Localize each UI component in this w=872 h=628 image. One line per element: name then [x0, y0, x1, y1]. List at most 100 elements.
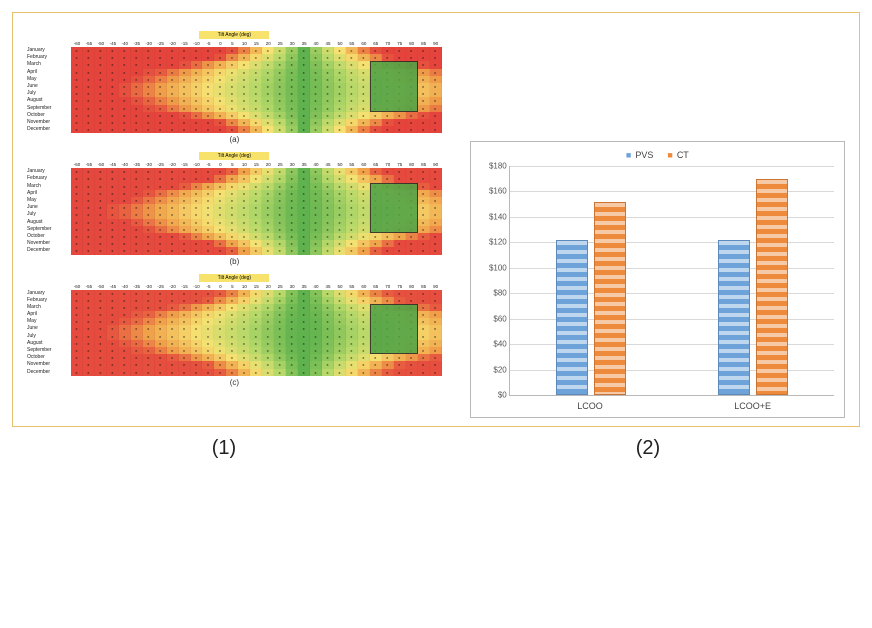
heatmap-cell: x	[418, 97, 430, 104]
heatmap-cell: x	[334, 76, 346, 83]
heatmap-cell: x	[226, 119, 238, 126]
heatmap-cell: x	[322, 361, 334, 368]
heatmap-cell: x	[179, 347, 191, 354]
heatmap-cell: x	[274, 197, 286, 204]
heatmap-cell: x	[430, 297, 442, 304]
heatmap-cell: x	[238, 240, 250, 247]
heatmap-cell: x	[394, 197, 406, 204]
heatmap-cell: x	[226, 369, 238, 376]
heatmap-cell: x	[358, 247, 370, 254]
heatmap-cell: x	[202, 190, 214, 197]
heatmap-cell: x	[298, 325, 310, 332]
heatmap-cell: x	[119, 54, 131, 61]
heatmap-cell: x	[346, 247, 358, 254]
heatmap-cell: x	[406, 219, 418, 226]
heatmap-cell: x	[358, 76, 370, 83]
heatmap-cell: x	[107, 340, 119, 347]
heatmap-cell: x	[382, 83, 394, 90]
heatmap-cell: x	[382, 340, 394, 347]
heatmap-cell: x	[382, 333, 394, 340]
heatmap-col-header: 90	[430, 161, 442, 168]
figure-label-row: (1) (2)	[12, 437, 860, 460]
heatmap-cell: x	[71, 105, 83, 112]
heatmap-cell: x	[418, 61, 430, 68]
heatmap-cell: x	[370, 90, 382, 97]
heatmap-col-header: -25	[155, 161, 167, 168]
heatmap-cell: x	[418, 83, 430, 90]
heatmap-cell: x	[346, 90, 358, 97]
heatmap-cell: x	[406, 112, 418, 119]
heatmap-cell: x	[95, 197, 107, 204]
heatmap-row: Augustxxxxxxxxxxxxxxxxxxxxxxxxxxxxxxx	[27, 340, 442, 347]
heatmap-cell: x	[322, 369, 334, 376]
heatmap-cell: x	[202, 105, 214, 112]
heatmap-cell: x	[107, 83, 119, 90]
heatmap-cell: x	[334, 340, 346, 347]
heatmap-col-header: -40	[119, 40, 131, 47]
heatmap-cell: x	[167, 183, 179, 190]
heatmap-cell: x	[430, 175, 442, 182]
heatmap-cell: x	[179, 340, 191, 347]
heatmap-cell: x	[334, 112, 346, 119]
heatmap-cell: x	[310, 333, 322, 340]
heatmap-cell: x	[298, 190, 310, 197]
heatmap-cell: x	[179, 105, 191, 112]
heatmap-cell: x	[406, 183, 418, 190]
heatmap-cell: x	[298, 175, 310, 182]
heatmap-row-label: December	[27, 369, 71, 376]
heatmap-cell: x	[83, 240, 95, 247]
heatmap-col-header: -50	[95, 161, 107, 168]
heatmap-cell: x	[322, 297, 334, 304]
heatmap-cell: x	[358, 69, 370, 76]
heatmap-header-row: -60-55-50-45-40-35-30-25-20-15-10-505101…	[27, 40, 442, 47]
heatmap-cell: x	[202, 361, 214, 368]
heatmap-cell: x	[131, 297, 143, 304]
heatmap-cell: x	[322, 290, 334, 297]
heatmap-cell: x	[155, 61, 167, 68]
heatmap-cell: x	[334, 297, 346, 304]
heatmap-cell: x	[310, 175, 322, 182]
heatmap-cell: x	[95, 347, 107, 354]
heatmap-cell: x	[214, 105, 226, 112]
heatmap-cell: x	[346, 325, 358, 332]
heatmap-col-header: -20	[167, 283, 179, 290]
heatmap-cell: x	[191, 290, 203, 297]
heatmap-cell: x	[394, 311, 406, 318]
heatmap-cell: x	[214, 119, 226, 126]
heatmap-cell: x	[334, 347, 346, 354]
heatmap-col-header: 25	[274, 283, 286, 290]
heatmap-cell: x	[322, 76, 334, 83]
heatmap-col-header: 85	[418, 40, 430, 47]
heatmap-cell: x	[107, 347, 119, 354]
heatmap-cell: x	[167, 347, 179, 354]
heatmap-cell: x	[322, 112, 334, 119]
heatmap-header-row: -60-55-50-45-40-35-30-25-20-15-10-505101…	[27, 161, 442, 168]
heatmap-cell: x	[310, 69, 322, 76]
heatmap-cell: x	[430, 340, 442, 347]
heatmap-cell: x	[358, 47, 370, 54]
heatmap-cell: x	[191, 197, 203, 204]
heatmap-cell: x	[191, 126, 203, 133]
heatmap-cell: x	[107, 240, 119, 247]
heatmap-header-row: -60-55-50-45-40-35-30-25-20-15-10-505101…	[27, 283, 442, 290]
heatmap-cell: x	[358, 219, 370, 226]
heatmap-cell: x	[286, 105, 298, 112]
heatmap-cell: x	[274, 183, 286, 190]
heatmap-cell: x	[286, 333, 298, 340]
heatmap-cell: x	[310, 76, 322, 83]
heatmap-cell: x	[394, 175, 406, 182]
heatmap-cell: x	[406, 190, 418, 197]
heatmap-cell: x	[179, 318, 191, 325]
heatmap-row: Octoberxxxxxxxxxxxxxxxxxxxxxxxxxxxxxxx	[27, 112, 442, 119]
heatmap-cell: x	[95, 168, 107, 175]
heatmap-cell: x	[310, 47, 322, 54]
heatmap-cell: x	[214, 361, 226, 368]
heatmap-cell: x	[179, 47, 191, 54]
heatmap-cell: x	[202, 333, 214, 340]
heatmap-cell: x	[83, 361, 95, 368]
heatmap-cell: x	[310, 61, 322, 68]
heatmap-cell: x	[322, 47, 334, 54]
heatmap-cell: x	[71, 354, 83, 361]
heatmap-cell: x	[131, 97, 143, 104]
heatmap-cell: x	[298, 247, 310, 254]
